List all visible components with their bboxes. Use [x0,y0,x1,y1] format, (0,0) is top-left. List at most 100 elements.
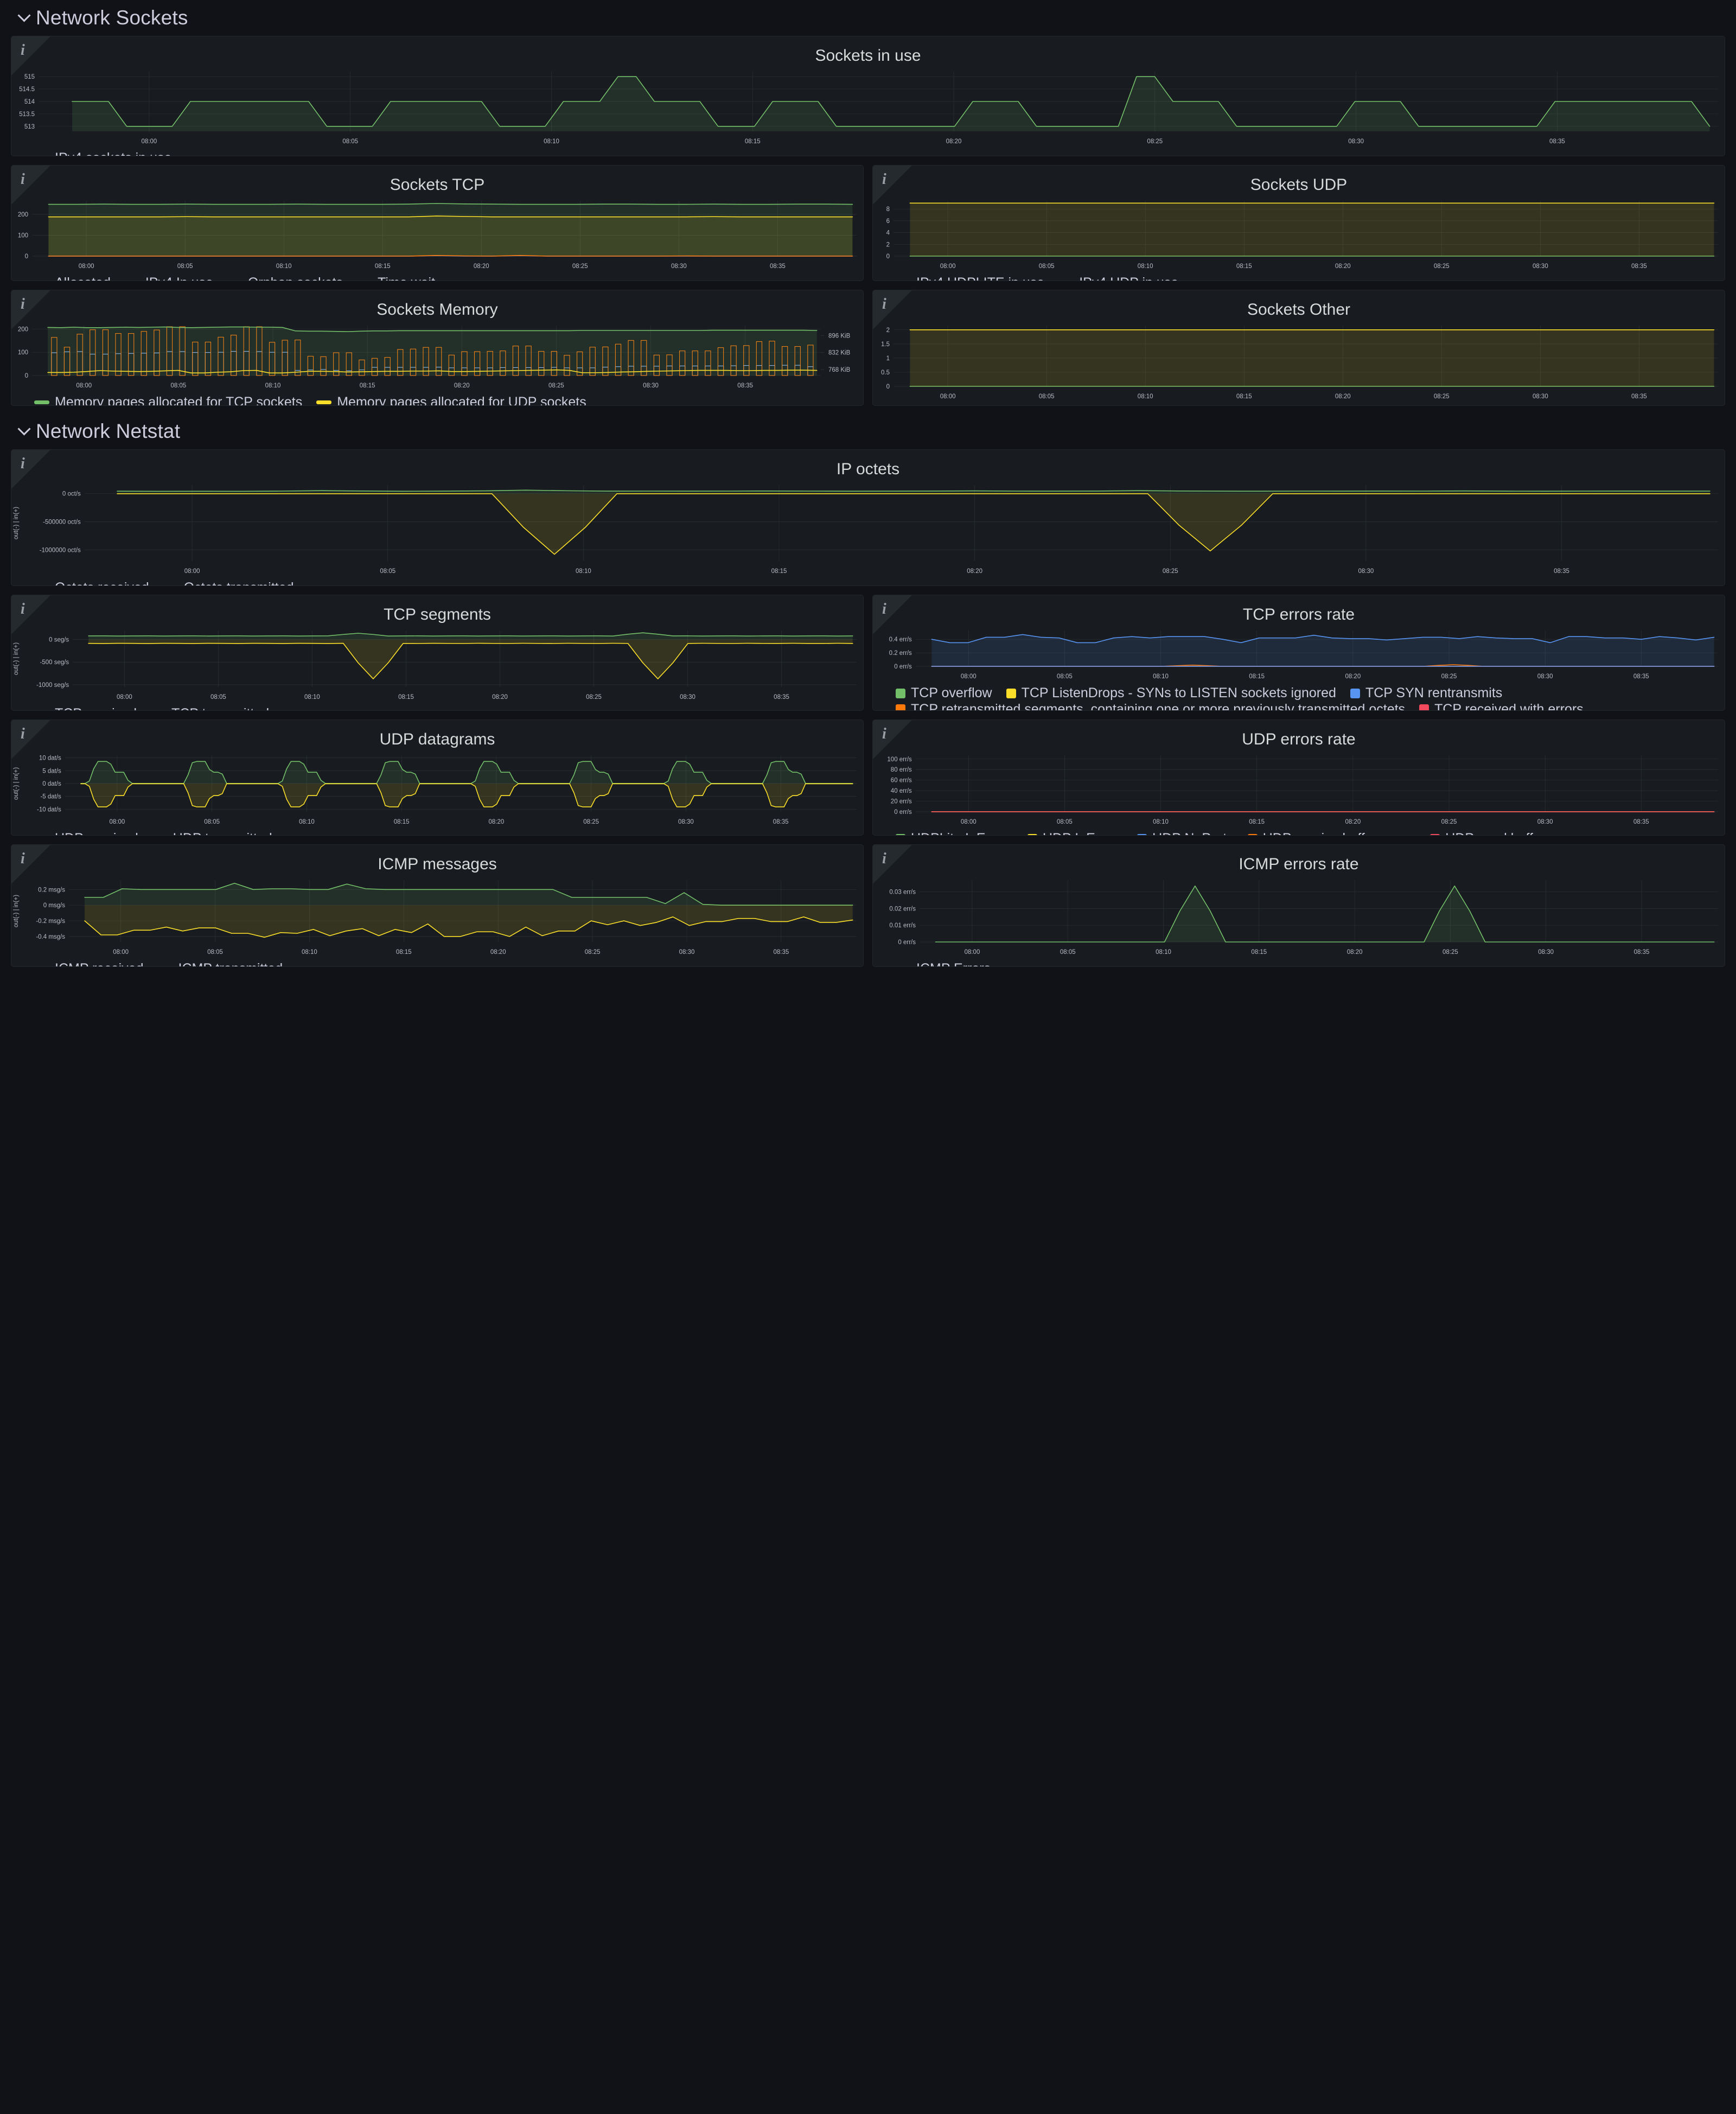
svg-text:08:25: 08:25 [572,263,588,270]
svg-text:08:05: 08:05 [207,949,223,956]
svg-text:08:05: 08:05 [342,138,358,145]
svg-text:08:00: 08:00 [940,263,956,270]
legend-item[interactable]: IPv4 UDPLITE in use [896,275,1044,281]
legend-item[interactable]: Memory pages allocated for TCP sockets [34,394,303,406]
chevron-down-icon[interactable] [18,423,30,435]
legend-item[interactable]: TCP retransmitted segments, containing o… [896,702,1405,710]
panel-icmp-errors-rate[interactable]: i ICMP errors rate 08:00 08:05 08:10 08:15 0… [872,844,1725,967]
info-icon[interactable]: i [882,601,886,617]
svg-text:0.03 err/s: 0.03 err/s [889,889,916,896]
legend-item[interactable]: Time wait [357,275,435,281]
legend-item[interactable]: ICMP received [34,961,144,966]
svg-text:08:10: 08:10 [1138,393,1153,400]
svg-text:08:30: 08:30 [643,383,659,389]
panel-sockets-tcp[interactable]: i Sockets TCP 08:00 08:05 08:10 08:15 08:20 0… [11,165,864,281]
legend-item[interactable]: Octets transmitted [163,580,294,585]
svg-text:08:25: 08:25 [548,383,564,389]
legend-item[interactable]: UDP send buffer errors [1430,831,1584,835]
svg-text:0.01 err/s: 0.01 err/s [889,922,916,929]
legend-item[interactable]: UDP InErrors [1027,831,1123,835]
svg-text:08:30: 08:30 [1358,568,1374,575]
panel-sockets-udp[interactable]: i Sockets UDP 08:00 08:05 08:10 08:15 08:20 0… [872,165,1725,281]
info-corner [873,845,912,884]
info-icon[interactable]: i [21,850,25,867]
legend-label: Memory pages allocated for TCP sockets [55,394,303,406]
info-icon[interactable]: i [882,850,886,867]
legend-item[interactable]: Allocated [34,275,111,281]
svg-text:08:10: 08:10 [1153,673,1169,680]
svg-text:08:25: 08:25 [585,949,601,956]
legend-color-swatch [896,688,905,698]
row-header-network-netstat[interactable]: Network Netstat [0,413,1736,449]
svg-text:08:25: 08:25 [1434,263,1450,270]
svg-text:0 oct/s: 0 oct/s [62,491,81,498]
svg-text:out(-) | in(+): out(-) | in(+) [13,642,20,675]
svg-text:08:30: 08:30 [680,694,695,701]
svg-text:08:30: 08:30 [1537,819,1553,825]
svg-text:08:35: 08:35 [773,949,789,956]
legend-item[interactable]: Orphan sockets [227,275,343,281]
legend-item[interactable]: ICMP Errors [896,961,991,966]
svg-text:0: 0 [886,253,890,260]
legend-item[interactable]: IPv4 In use [125,275,213,281]
panel-sockets-memory[interactable]: i Sockets Memory 08:00 08:05 08:10 08:15 08:… [11,290,864,406]
svg-text:08:35: 08:35 [1633,819,1649,825]
panel-udp-datagrams[interactable]: i UDP datagrams 08:00 08:05 08:10 08:15 08:2… [11,719,864,836]
panel-ip-octets[interactable]: i IP octets 08:00 08:05 08:10 08:15 08:20 08:… [11,449,1725,586]
svg-text:08:20: 08:20 [1345,819,1361,825]
panel-icmp-messages[interactable]: i ICMP messages 08:00 08:05 08:10 08:15 08:2… [11,844,864,967]
info-icon[interactable]: i [21,725,25,742]
panel-title: UDP datagrams [379,730,495,748]
svg-text:08:00: 08:00 [940,393,956,400]
legend-item[interactable]: TCP transmitted [151,706,269,710]
legend-item[interactable]: Octets received [34,580,149,585]
info-icon[interactable]: i [21,296,25,313]
info-icon[interactable]: i [21,171,25,188]
info-icon[interactable]: i [21,601,25,617]
info-icon[interactable]: i [21,42,25,59]
legend-item[interactable]: TCP overflow [896,685,992,701]
svg-text:08:20: 08:20 [1335,263,1351,270]
info-icon[interactable]: i [882,171,886,188]
legend-item[interactable]: UDP NoPorts [1137,831,1234,835]
legend-label: TCP received with errors [1434,701,1584,711]
panel-tcp-errors-rate[interactable]: i TCP errors rate 08:00 08:05 08:10 08:15 08… [872,595,1725,711]
svg-text:08:10: 08:10 [576,568,591,575]
chart-canvas: 08:00 08:05 08:10 08:15 08:20 08:25 08:30 08:35… [18,326,851,389]
legend-icmp-errors-rate: ICMP Errors [873,958,1725,966]
legend-item[interactable]: UDP received [34,831,138,835]
svg-text:08:15: 08:15 [375,263,391,270]
info-icon[interactable]: i [21,455,25,472]
panel-title: Sockets in use [815,47,921,65]
legend-item[interactable]: UDP receive buffer errors [1247,831,1416,835]
svg-text:08:30: 08:30 [1537,673,1553,680]
panel-sockets-other[interactable]: i Sockets Other 08:00 08:05 08:10 08:15 08:2… [872,290,1725,406]
legend-item[interactable]: TCP received [34,706,137,710]
legend-item[interactable]: IPv4 sockets in use [34,150,171,156]
chevron-down-icon[interactable] [18,10,30,22]
legend-item[interactable]: Memory pages allocated for UDP sockets [316,394,586,405]
legend-item[interactable]: TCP received with errors [1419,701,1584,711]
info-icon[interactable]: i [882,296,886,313]
svg-text:08:15: 08:15 [396,949,412,956]
legend-item[interactable]: TCP SYN rentransmits [1350,685,1502,701]
row-header-network-sockets[interactable]: Network Sockets [0,0,1736,36]
legend-item[interactable]: UDP transmitted [152,831,272,835]
svg-text:08:10: 08:10 [544,138,559,145]
plot-sockets-in-use: 08:00 08:05 08:10 08:15 08:20 08:25 08:30 08:35… [11,67,1725,148]
panel-tcp-segments[interactable]: i TCP segments 08:00 08:05 08:10 08:15 08:20… [11,595,864,711]
svg-text:08:20: 08:20 [454,383,470,389]
info-icon[interactable]: i [882,725,886,742]
panel-udp-errors-rate[interactable]: i UDP errors rate 08:00 08:05 08:10 08:15 08… [872,719,1725,836]
svg-text:200: 200 [18,212,28,218]
svg-text:08:20: 08:20 [1345,673,1361,680]
panel-sockets-in-use[interactable]: i Sockets in use 08:00 08:05 08:10 08:15 08:… [11,36,1725,156]
info-corner [873,165,912,205]
svg-text:08:25: 08:25 [586,694,602,701]
legend-item[interactable]: IPv4 UDP in use [1058,275,1178,281]
legend-item[interactable]: TCP ListenDrops - SYNs to LISTEN sockets… [1006,685,1336,701]
legend-item[interactable]: ICMP transmitted [158,961,283,966]
svg-text:08:15: 08:15 [360,383,375,389]
legend-item[interactable]: UDPLite InErrors [896,831,1013,835]
svg-text:0.5: 0.5 [881,370,890,376]
